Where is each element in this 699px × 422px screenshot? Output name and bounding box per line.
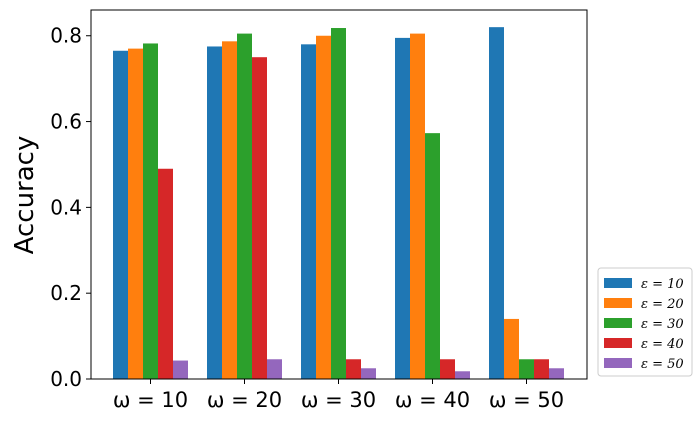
- x-axis: ω = 10 ω = 20 ω = 30 ω = 40 ω = 50: [113, 379, 564, 412]
- bar-3-4: [425, 133, 440, 379]
- bar-1-2: [207, 46, 222, 379]
- bar-1-3: [301, 44, 316, 379]
- legend-label: ε = 50: [641, 357, 684, 372]
- bar-1-4: [395, 37, 410, 380]
- bar-2-3: [316, 35, 331, 379]
- bar-1-1: [113, 50, 128, 379]
- legend-swatch: [604, 338, 632, 348]
- bar-4-5: [534, 359, 549, 379]
- bar-2-4: [410, 33, 425, 379]
- y-tick-label: 0.8: [50, 24, 82, 48]
- y-tick-label: 0.4: [50, 195, 82, 219]
- bar-1-5: [489, 27, 504, 380]
- y-tick-label: 0.6: [50, 110, 82, 134]
- legend-label: ε = 10: [641, 277, 684, 292]
- y-tick-label: 0.0: [50, 367, 82, 391]
- bar-3-3: [331, 28, 346, 379]
- bar-2-1: [128, 48, 143, 380]
- x-tick-label: ω = 20: [207, 388, 282, 412]
- bar-2-5: [504, 318, 519, 379]
- legend-label: ε = 20: [641, 297, 684, 312]
- bar-3-2: [237, 33, 252, 379]
- x-tick-label: ω = 40: [395, 388, 470, 412]
- y-axis-label: Accuracy: [10, 136, 40, 255]
- legend-label: ε = 40: [641, 337, 684, 352]
- bar-4-1: [158, 168, 173, 379]
- bar-5-2: [267, 359, 282, 379]
- bar-2-2: [222, 41, 237, 380]
- bar-4-3: [346, 359, 361, 379]
- bar-3-5: [519, 359, 534, 379]
- legend-swatch: [604, 318, 632, 328]
- bar-5-3: [361, 368, 376, 379]
- bar-4-4: [440, 359, 455, 379]
- bar-4-2: [252, 57, 267, 380]
- bar-3-1: [143, 43, 158, 380]
- bar-5-5: [549, 368, 564, 379]
- y-tick-label: 0.2: [50, 281, 82, 305]
- x-tick-label: ω = 30: [301, 388, 376, 412]
- legend-swatch: [604, 358, 632, 368]
- legend-swatch: [604, 278, 632, 288]
- bars-group: [113, 27, 564, 380]
- bar-5-4: [455, 371, 470, 379]
- x-tick-label: ω = 10: [113, 388, 188, 412]
- legend-label: ε = 30: [641, 317, 684, 332]
- y-axis: 0.0 0.2 0.4 0.6 0.8: [50, 24, 91, 391]
- legend: ε = 10 ε = 20 ε = 30 ε = 40 ε = 50: [597, 267, 693, 377]
- legend-box: [597, 267, 693, 377]
- legend-swatch: [604, 298, 632, 308]
- bar-5-1: [173, 360, 188, 379]
- x-tick-label: ω = 50: [489, 388, 564, 412]
